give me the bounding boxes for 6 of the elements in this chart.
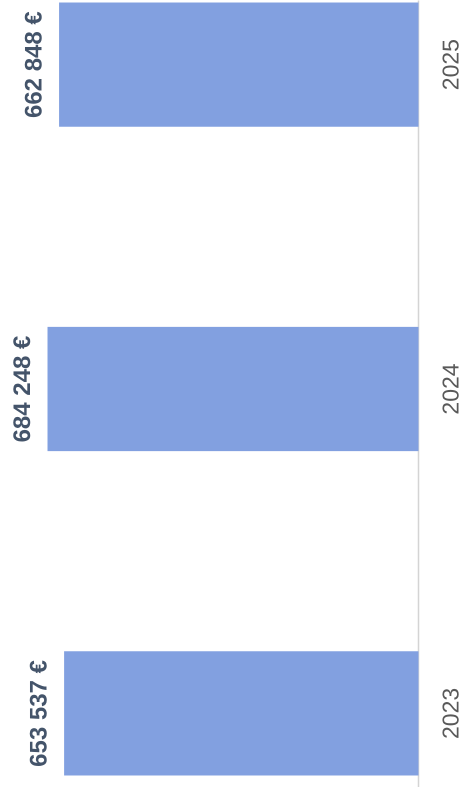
y-tick-label: 2025 xyxy=(438,39,464,90)
y-tick-label: 2024 xyxy=(438,363,464,415)
y-tick-label: 2023 xyxy=(438,688,464,740)
data-label: 662 848 € xyxy=(20,11,48,118)
data-label: 653 537 € xyxy=(26,660,53,767)
data-label: 684 248 € xyxy=(9,336,36,442)
